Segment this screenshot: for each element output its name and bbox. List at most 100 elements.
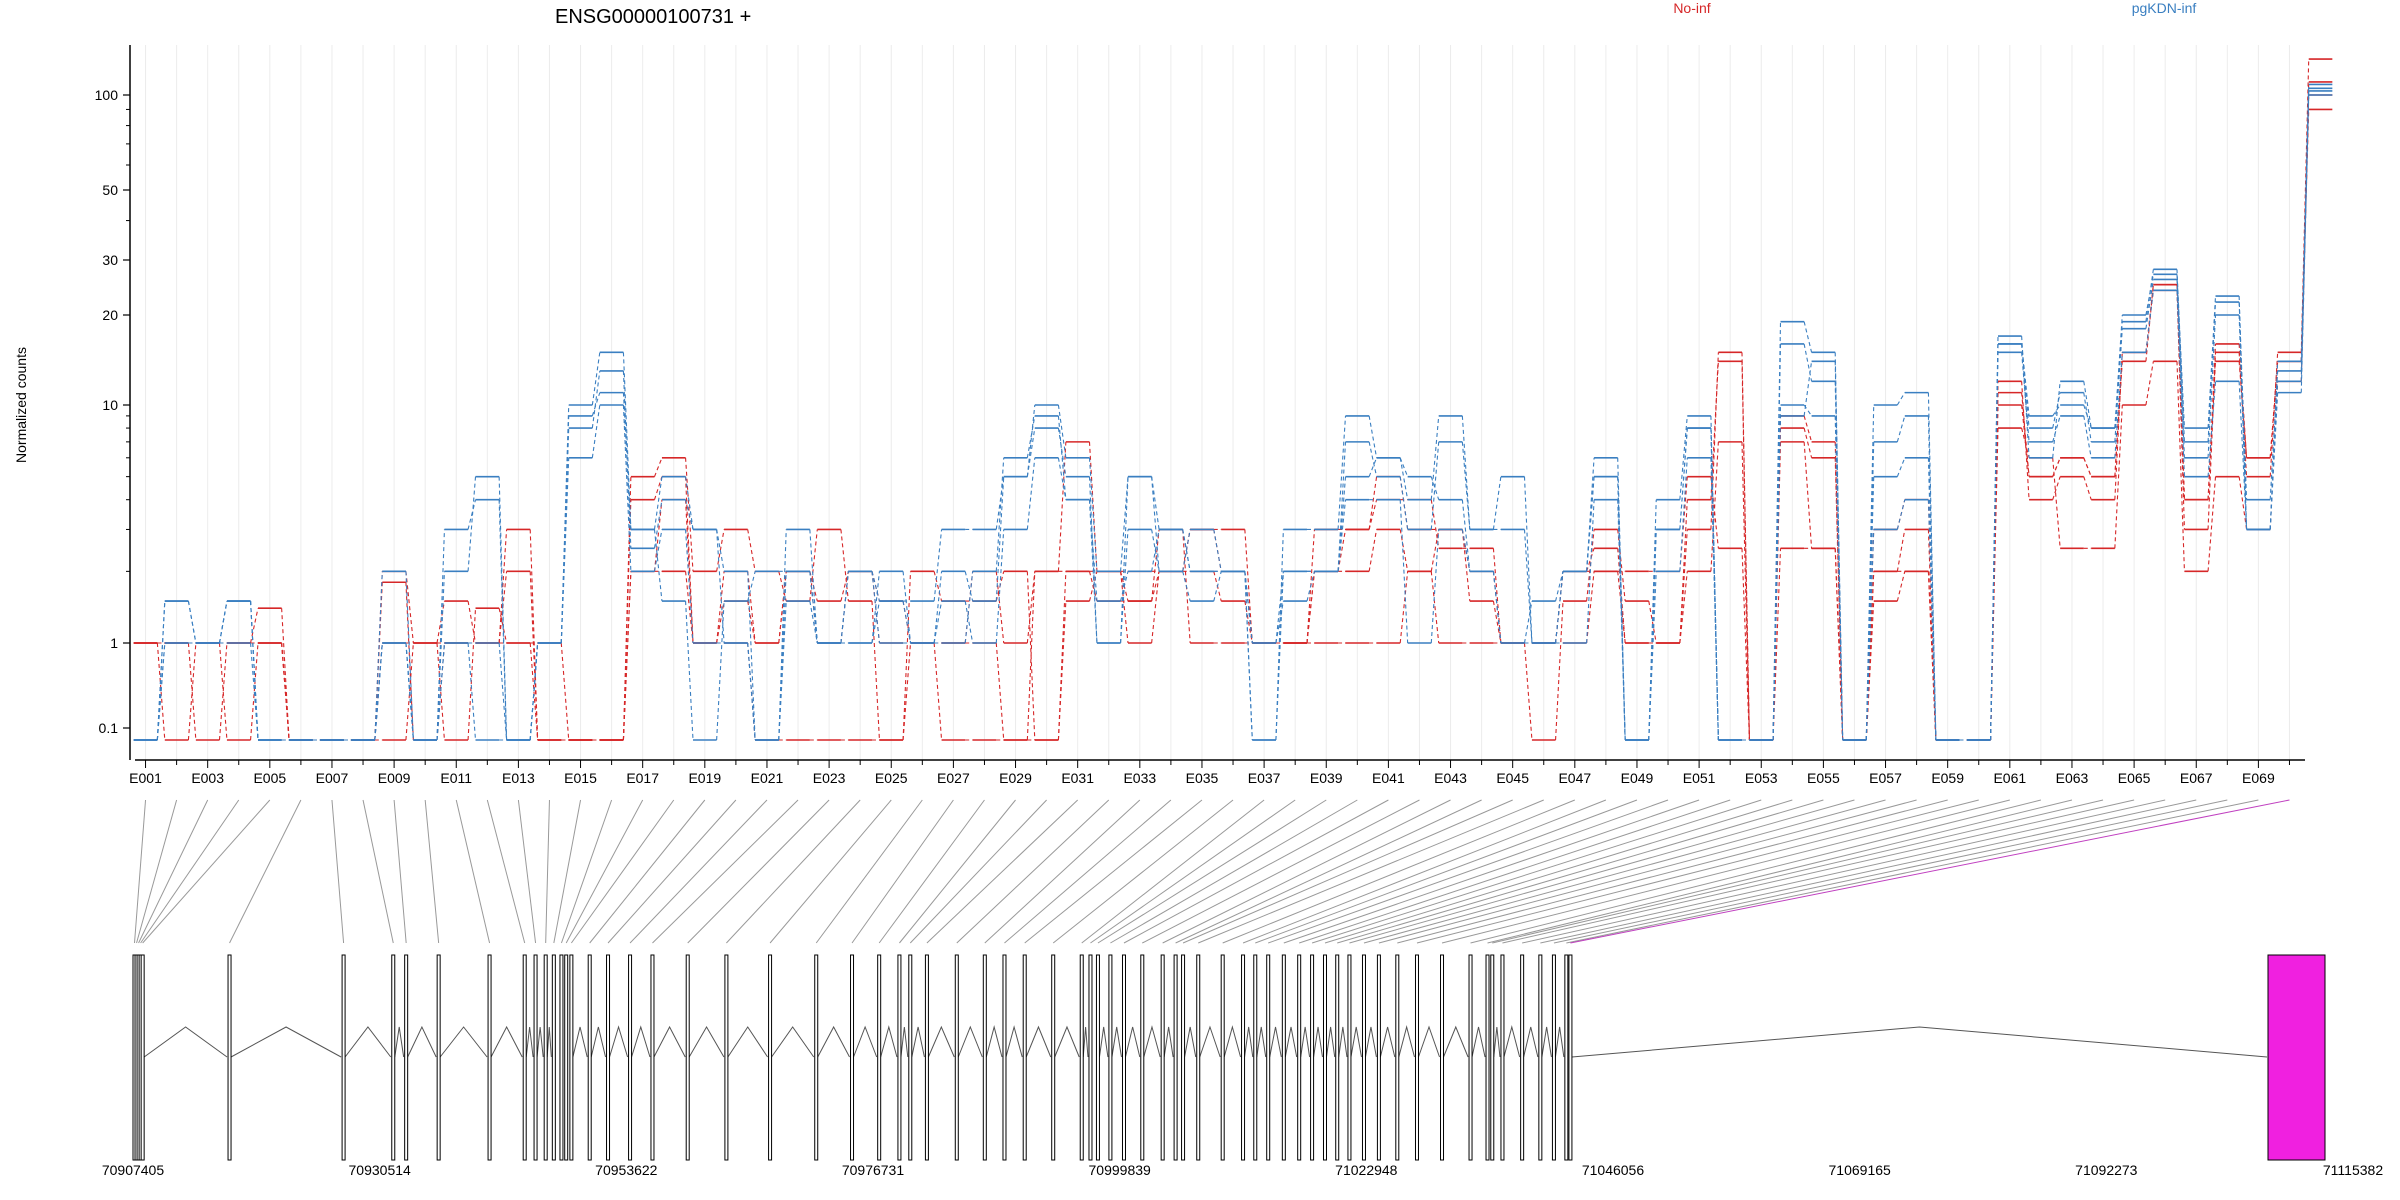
series-connector	[218, 642, 228, 741]
exon-box	[897, 954, 902, 1161]
series-connector	[622, 370, 632, 549]
exon-box	[1361, 954, 1366, 1161]
genomic-tick-label: 71069165	[1829, 1162, 1892, 1178]
series-connector	[1057, 404, 1067, 458]
exon-box	[1095, 954, 1100, 1161]
series-connector	[1430, 441, 1440, 530]
series-connector	[1555, 571, 1564, 644]
series-no-inf-2	[133, 94, 2333, 741]
series-connector	[467, 499, 477, 530]
exon-tick-label: E035	[1186, 770, 1219, 786]
series-connector	[1026, 571, 1036, 741]
exon-box	[487, 954, 492, 1161]
chart-title: ENSG00000100731 +	[555, 6, 751, 28]
intron	[1256, 1026, 1267, 1058]
series-connector	[2052, 457, 2061, 549]
exon-tick-label: E047	[1558, 770, 1591, 786]
exon-tick-label: E015	[564, 770, 597, 786]
series-connector	[1896, 499, 1906, 530]
series-connector	[1368, 499, 1378, 530]
exon-connector	[1441, 799, 2010, 944]
exon-box	[543, 954, 548, 1161]
exon-box	[1485, 954, 1490, 1161]
genomic-tick-label: 70999839	[1089, 1162, 1152, 1178]
series-connector	[778, 571, 787, 644]
exon-box	[877, 954, 882, 1161]
exon-box	[1468, 954, 1473, 1161]
exon-connector	[553, 799, 582, 944]
series-connector	[995, 457, 1005, 572]
series-connector	[1523, 600, 1533, 644]
intron	[490, 1025, 523, 1058]
intron	[525, 1026, 534, 1058]
series-connector	[1088, 457, 1098, 572]
intron	[1471, 1026, 1486, 1058]
exon-connector	[1198, 799, 1544, 944]
series-connector	[1368, 415, 1378, 458]
series-connector	[871, 600, 880, 644]
exon-tick-label: E055	[1807, 770, 1840, 786]
exon-connector	[455, 799, 491, 944]
exon-connector	[331, 799, 345, 944]
series-connector	[250, 642, 259, 741]
series-connector	[560, 428, 570, 644]
series-connector	[809, 571, 818, 644]
exon-box	[768, 954, 773, 1161]
intron	[439, 1026, 488, 1058]
series-connector	[685, 476, 694, 530]
series-connector	[1399, 457, 1409, 477]
intron	[1223, 1025, 1242, 1058]
series-connector	[1896, 571, 1906, 602]
series-connector	[1057, 457, 1067, 500]
exon-connector	[1470, 799, 2042, 944]
intron	[1054, 1025, 1080, 1058]
series-connector	[778, 601, 787, 741]
exon-connector	[899, 799, 1016, 944]
exon-connector	[1283, 799, 1700, 944]
exon-tick-label: E013	[502, 770, 535, 786]
series-connector	[405, 571, 414, 644]
series-connector	[1492, 476, 1502, 530]
series-connector	[995, 476, 1005, 530]
exon-connector	[1397, 799, 1948, 944]
exon-box-highlight	[2267, 954, 2326, 1161]
series-connector	[1679, 571, 1688, 644]
intron	[853, 1025, 878, 1058]
intron	[1300, 1026, 1311, 1058]
exon-connector	[1110, 799, 1358, 944]
intron	[143, 1026, 228, 1058]
series-connector	[529, 642, 539, 741]
exon-connector	[1255, 799, 1638, 944]
series-connector	[747, 642, 756, 741]
intron	[631, 1025, 651, 1058]
series-connector	[995, 476, 1005, 602]
exon-tick-label: E005	[253, 770, 286, 786]
series-connector	[933, 642, 943, 741]
series-connector	[2052, 476, 2061, 500]
genomic-tick-label: 70976731	[842, 1162, 905, 1178]
series-connector	[1927, 499, 1937, 741]
exon-connector	[926, 799, 1079, 944]
series-pgkdn-inf-7	[133, 94, 2333, 741]
exon-connector	[136, 799, 178, 944]
series-connector	[1057, 427, 1067, 477]
series-connector	[1337, 499, 1347, 572]
exon-connector	[1349, 799, 1855, 944]
exon-connector	[1222, 799, 1576, 944]
intron	[1244, 1026, 1254, 1058]
series-connector	[871, 601, 880, 741]
series-connector	[747, 571, 756, 602]
series-connector	[871, 571, 880, 644]
series-connector	[1026, 404, 1036, 477]
series-connector	[1896, 415, 1906, 443]
series-connector	[1399, 529, 1409, 572]
series-connector	[653, 476, 663, 530]
series-connector	[1244, 529, 1253, 644]
exon-connector	[1553, 799, 2228, 944]
intron	[1571, 1026, 2268, 1058]
series-connector	[1151, 476, 1160, 530]
exon-tick-label: E043	[1434, 770, 1467, 786]
exon-connector	[517, 799, 537, 944]
series-connector	[2238, 381, 2248, 530]
series-connector	[281, 642, 290, 741]
